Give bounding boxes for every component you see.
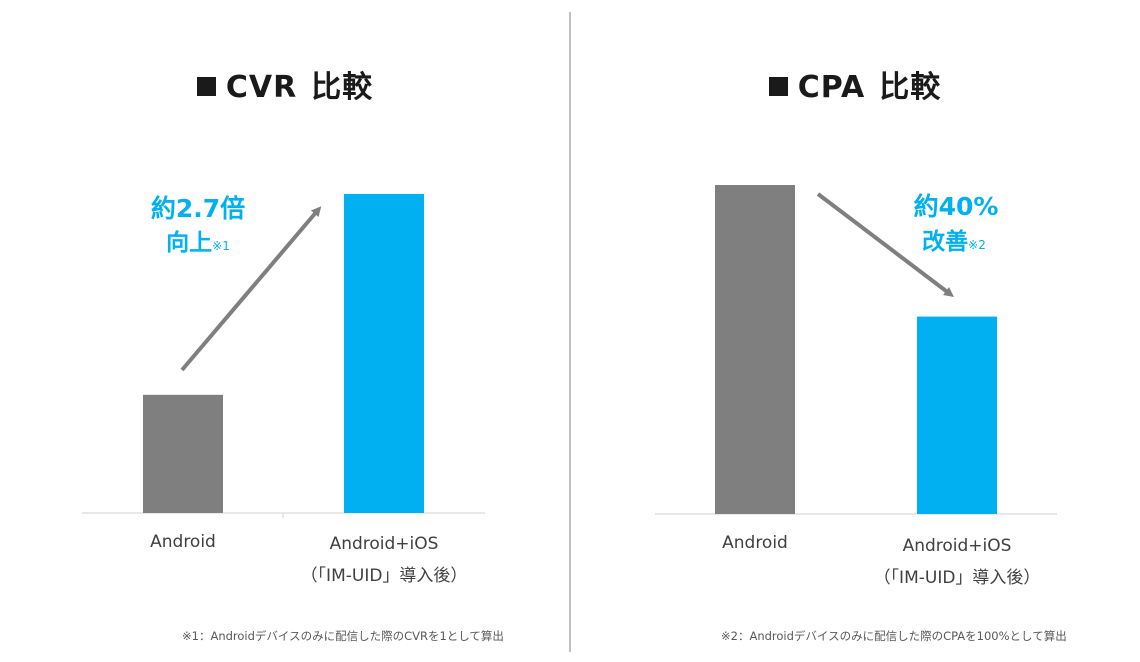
square-bullet-icon	[768, 77, 788, 96]
cvr-footnote: ※1：Androidデバイスのみに配信した際のCVRを1として算出	[182, 629, 504, 643]
panel-divider	[569, 12, 571, 652]
cvr-callout-line2-group: 向上※1	[166, 229, 230, 256]
cvr-callout-line1: 約2.7倍	[151, 194, 245, 223]
cvr-category-label: Android	[150, 532, 216, 552]
cpa-callout-line2-group: 改善※2	[922, 228, 986, 255]
cpa-title: CPA 比較	[570, 62, 1140, 106]
cpa-panel: CPA 比較 約40% 改善※2 Android Android+iOS （「IM…	[570, 0, 1140, 662]
cpa-bar-imuid	[917, 316, 997, 514]
cvr-panel: CVR 比較 約2.7倍 向上※1 Android Android+iOS （「I…	[0, 62, 570, 643]
cpa-title-suffix: 比較	[879, 70, 942, 105]
cpa-callout-note-mark: ※2	[968, 238, 986, 252]
cvr-bar-android	[143, 394, 223, 513]
cpa-category-label: Android+iOS	[903, 536, 1012, 556]
cvr-bar-imuid	[344, 193, 424, 513]
cpa-footnote: ※2：Androidデバイスのみに配信した際のCPAを100%として算出	[721, 629, 1067, 643]
cvr-chart: 約2.7倍 向上※1 Android Android+iOS （「IM-UID」…	[82, 193, 485, 586]
square-bullet-icon	[196, 77, 216, 96]
cpa-callout-line2: 改善	[922, 228, 968, 255]
cpa-bar-android	[715, 185, 795, 514]
cvr-title-suffix: 比較	[311, 70, 374, 105]
cvr-callout-line2: 向上	[166, 229, 212, 256]
cpa-trend-arrow	[816, 192, 954, 298]
cvr-callout-note-mark: ※1	[212, 239, 230, 253]
cpa-category-sublabel: （「IM-UID」導入後）	[874, 568, 1041, 588]
cpa-callout-line1: 約40%	[914, 192, 999, 221]
cpa-category-label: Android	[722, 533, 788, 553]
cvr-category-sublabel: （「IM-UID」導入後）	[301, 566, 468, 586]
cpa-chart: 約40% 改善※2 Android Android+iOS （「IM-UID」導…	[655, 185, 1057, 588]
cvr-title-main: CVR	[225, 70, 298, 105]
cvr-title: CVR 比較	[0, 62, 570, 106]
cvr-category-label: Android+iOS	[330, 534, 439, 554]
cpa-title-main: CPA	[797, 70, 866, 105]
cvr-trend-arrow	[180, 206, 322, 372]
